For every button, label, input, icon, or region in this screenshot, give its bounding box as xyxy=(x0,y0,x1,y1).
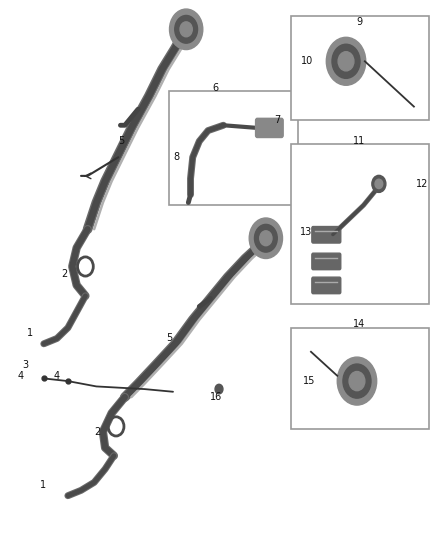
Text: 5: 5 xyxy=(119,136,125,146)
Circle shape xyxy=(337,357,377,405)
Text: 13: 13 xyxy=(300,227,312,237)
Bar xyxy=(291,328,429,429)
Circle shape xyxy=(326,37,366,85)
Text: 10: 10 xyxy=(301,56,313,66)
Circle shape xyxy=(343,364,371,398)
Circle shape xyxy=(260,231,272,246)
Circle shape xyxy=(349,372,365,391)
Text: 11: 11 xyxy=(353,136,365,146)
Text: 2: 2 xyxy=(62,270,68,279)
Text: 15: 15 xyxy=(303,376,315,386)
Circle shape xyxy=(254,224,277,252)
Text: 5: 5 xyxy=(166,334,173,343)
Text: 4: 4 xyxy=(53,371,60,381)
FancyBboxPatch shape xyxy=(256,118,283,138)
Circle shape xyxy=(372,175,386,192)
Text: 16: 16 xyxy=(210,392,223,402)
FancyBboxPatch shape xyxy=(312,227,341,243)
Circle shape xyxy=(338,52,354,71)
Text: 6: 6 xyxy=(212,83,219,93)
Circle shape xyxy=(249,218,283,259)
Circle shape xyxy=(332,44,360,78)
Text: 14: 14 xyxy=(353,319,365,328)
Bar xyxy=(169,91,298,205)
Text: 9: 9 xyxy=(356,18,362,27)
Bar xyxy=(291,144,429,304)
Text: 2: 2 xyxy=(95,427,101,437)
Bar xyxy=(291,16,429,120)
Circle shape xyxy=(375,179,383,189)
Text: 1: 1 xyxy=(40,480,46,490)
Circle shape xyxy=(175,15,198,43)
Text: 4: 4 xyxy=(18,371,24,381)
Circle shape xyxy=(215,384,223,394)
FancyBboxPatch shape xyxy=(312,277,341,294)
Text: 1: 1 xyxy=(27,328,33,338)
Text: 12: 12 xyxy=(416,179,428,189)
Circle shape xyxy=(180,22,192,37)
Text: 8: 8 xyxy=(173,152,180,162)
FancyBboxPatch shape xyxy=(312,253,341,270)
Circle shape xyxy=(170,9,203,50)
Text: 7: 7 xyxy=(274,115,280,125)
Text: 3: 3 xyxy=(22,360,28,370)
